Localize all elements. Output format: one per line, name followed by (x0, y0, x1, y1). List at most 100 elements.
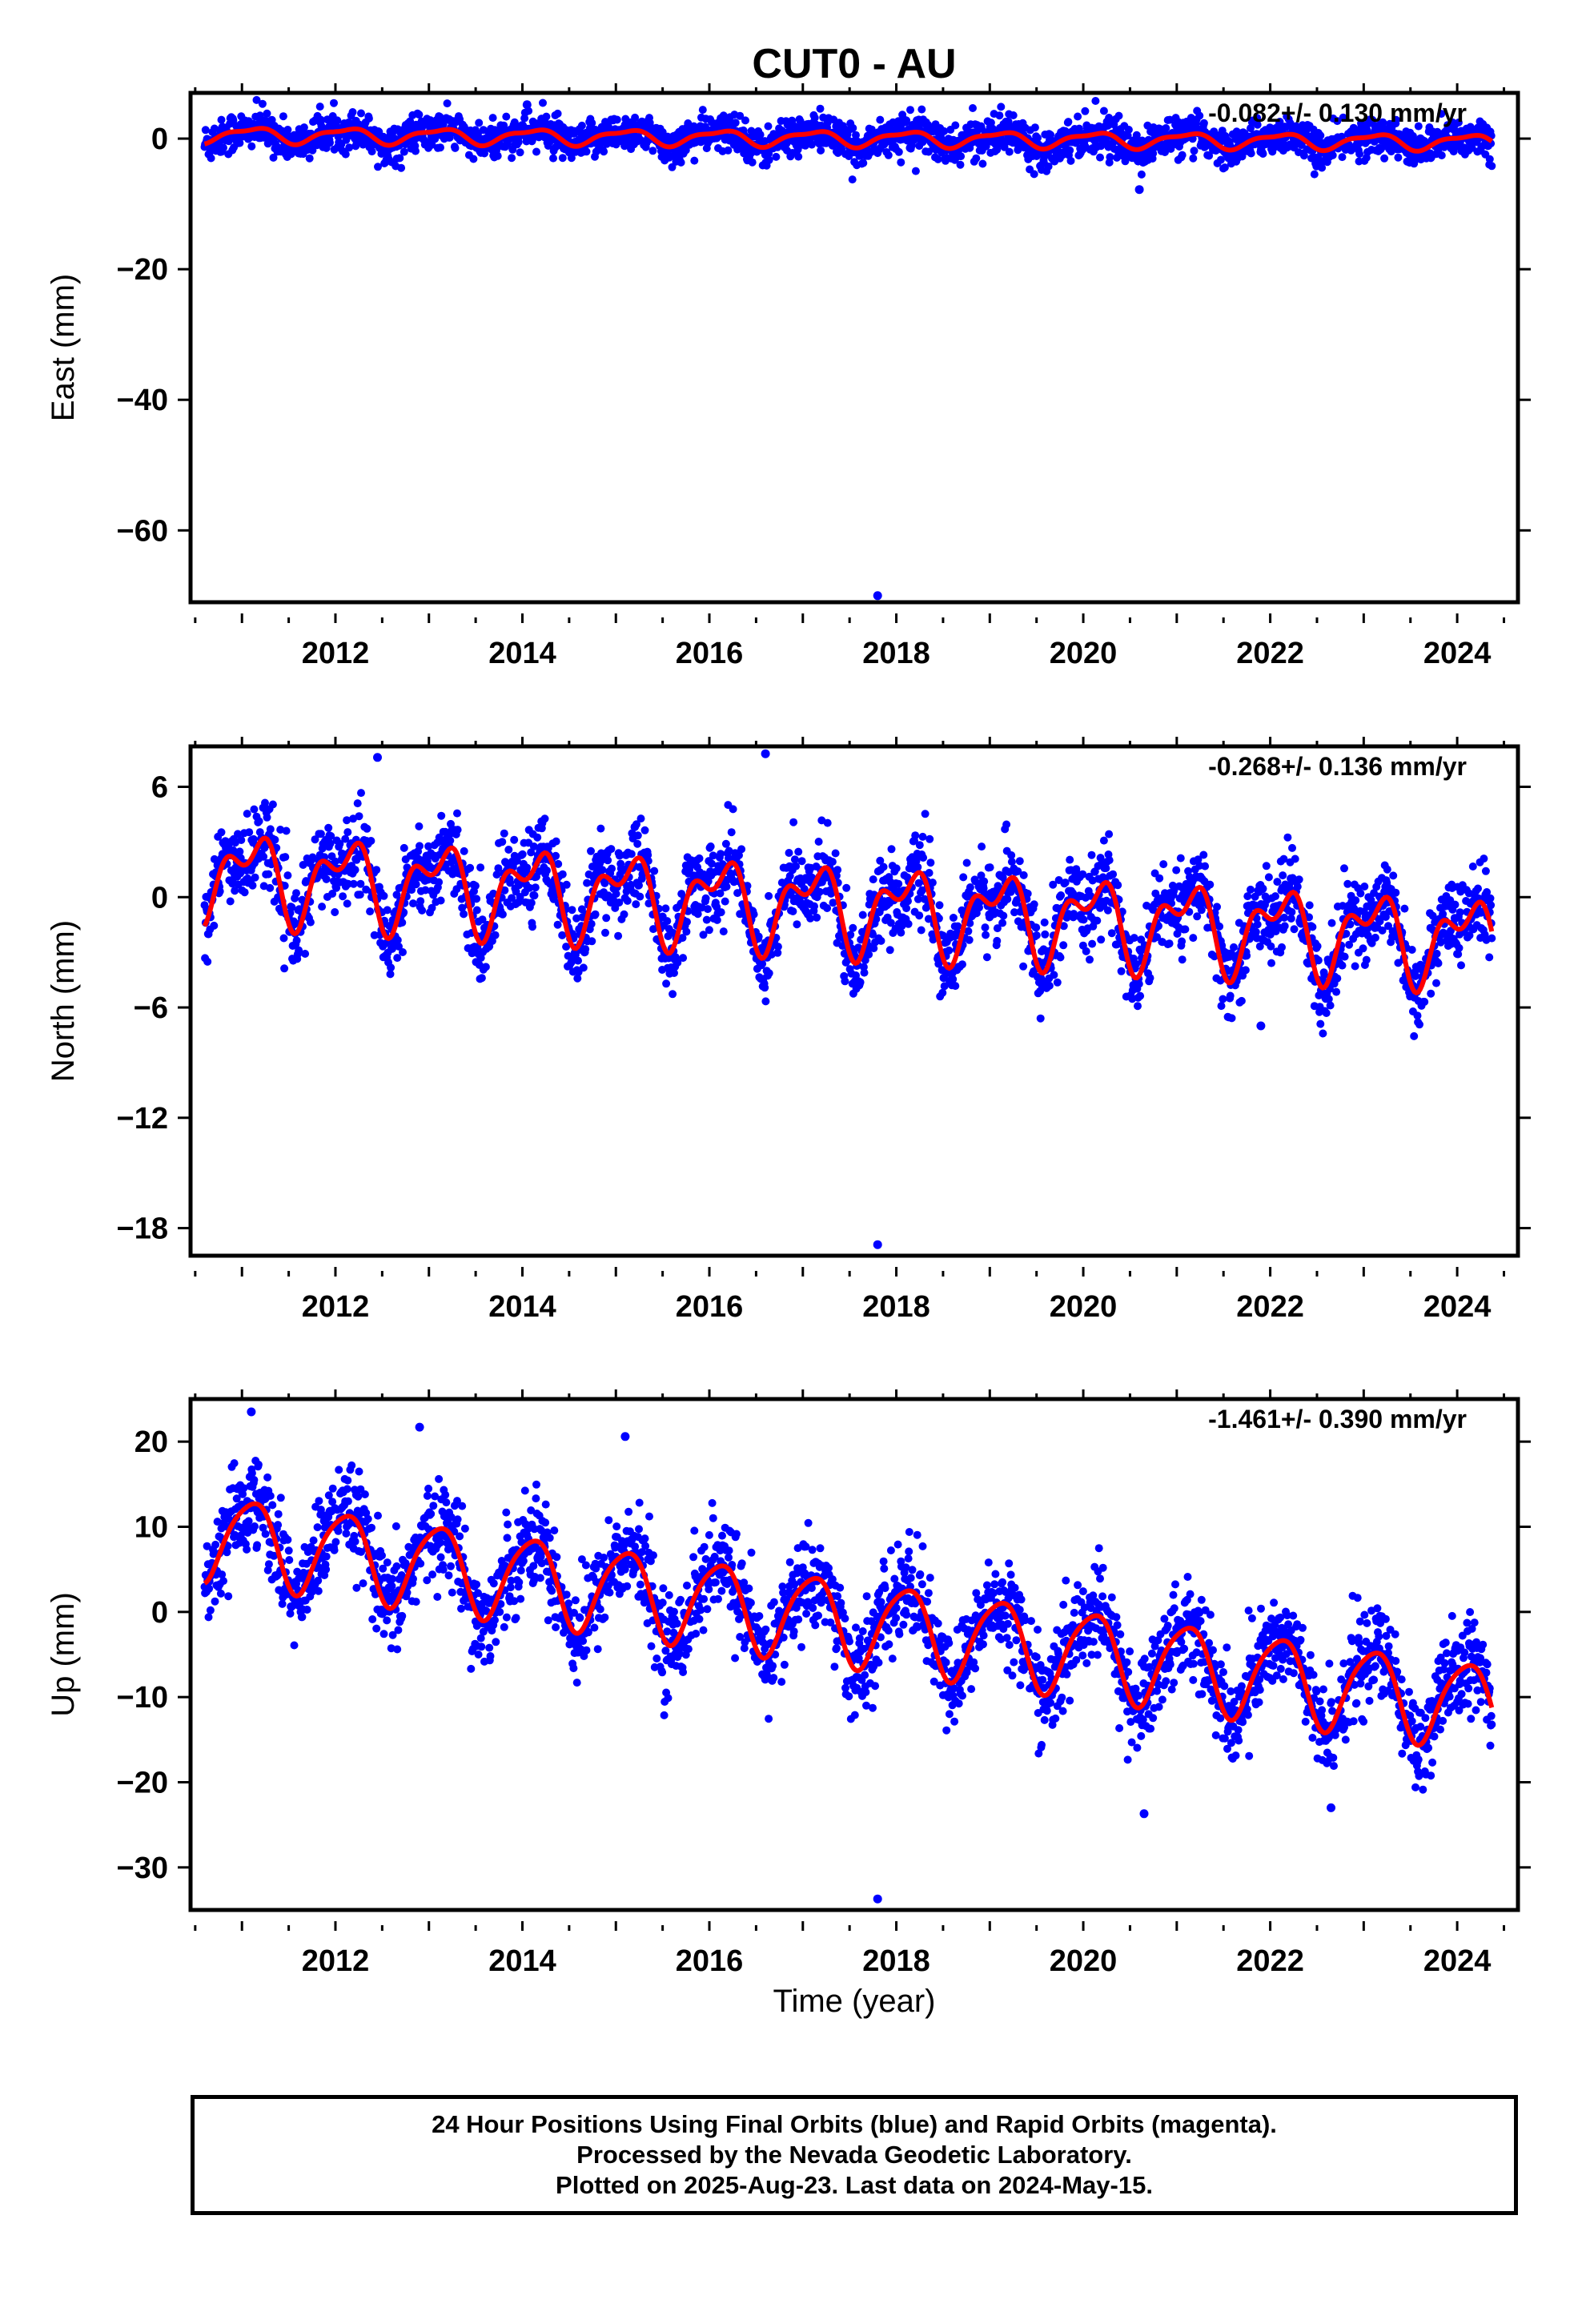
data-point (792, 862, 801, 870)
data-point (693, 910, 702, 919)
data-point (894, 879, 903, 888)
data-point (921, 895, 929, 903)
data-point (248, 881, 257, 890)
data-point (1059, 922, 1068, 931)
data-point (1178, 937, 1186, 946)
data-point (975, 903, 983, 912)
data-point (737, 845, 746, 854)
data-point (295, 946, 303, 955)
data-point (627, 880, 636, 889)
data-point (421, 886, 430, 895)
data-point (717, 908, 725, 917)
data-point (349, 879, 358, 888)
data-point (902, 904, 911, 913)
data-point (353, 799, 362, 808)
data-point (1255, 942, 1264, 951)
data-point (872, 915, 881, 923)
data-point (993, 145, 1002, 154)
data-point (553, 920, 562, 929)
data-point (860, 968, 869, 977)
data-point (1089, 922, 1098, 931)
data-point (215, 887, 224, 895)
data-point (1318, 163, 1327, 172)
data-point (558, 870, 567, 879)
rate-label-east: -0.082+/- 0.130 mm/yr (1208, 99, 1467, 127)
data-point (1217, 1002, 1226, 1011)
data-point (1040, 918, 1049, 927)
data-point (1437, 151, 1446, 159)
data-point (969, 104, 977, 112)
data-point (765, 891, 773, 900)
data-point (892, 864, 901, 873)
data-point (717, 850, 725, 858)
data-point (615, 899, 624, 907)
data-point (328, 890, 337, 898)
data-point (1014, 867, 1022, 875)
data-point (785, 871, 794, 880)
data-point (838, 942, 847, 950)
data-point (600, 147, 608, 156)
data-point (1170, 887, 1178, 895)
data-point (1310, 170, 1319, 179)
data-point (1159, 860, 1168, 869)
data-point (650, 866, 659, 875)
data-point (856, 978, 865, 987)
data-point (531, 883, 540, 892)
data-point (727, 828, 736, 837)
data-point (210, 921, 219, 930)
data-point (1291, 854, 1299, 863)
data-point (282, 826, 291, 835)
data-point (993, 936, 1002, 945)
data-point (1206, 880, 1215, 889)
data-point (1259, 884, 1267, 893)
x-tick-label: 2016 (676, 637, 744, 670)
data-point (1088, 939, 1097, 948)
data-point (1093, 916, 1102, 925)
data-point (721, 897, 729, 906)
data-point (1266, 123, 1275, 132)
data-point (1099, 107, 1108, 115)
data-point (543, 866, 551, 875)
data-point (1091, 97, 1100, 105)
data-point (1005, 147, 1014, 156)
data-point (1280, 922, 1289, 931)
data-point (226, 897, 235, 906)
data-point (278, 127, 286, 135)
data-point (949, 975, 958, 983)
data-point (661, 904, 670, 913)
data-point (1226, 991, 1235, 1000)
data-point (251, 873, 259, 882)
data-point (1015, 857, 1024, 866)
data-point (981, 923, 990, 932)
data-point (1210, 127, 1219, 136)
data-point (982, 931, 990, 939)
data-point (940, 982, 949, 991)
data-point (568, 906, 576, 915)
data-point (549, 154, 557, 163)
data-point (632, 820, 640, 829)
data-point (756, 131, 765, 139)
data-point (897, 928, 905, 937)
data-point (1197, 906, 1206, 915)
data-point (1287, 915, 1295, 923)
data-point (1130, 934, 1138, 943)
data-point (1314, 956, 1323, 965)
data-point (706, 842, 715, 850)
data-point (453, 826, 462, 834)
data-point (1340, 952, 1349, 961)
data-point (207, 154, 215, 163)
data-point (343, 899, 351, 908)
data-point (982, 953, 991, 962)
data-point (1201, 862, 1210, 870)
data-point (1215, 922, 1224, 931)
data-point (608, 864, 616, 873)
data-point (315, 103, 324, 111)
data-point (306, 918, 315, 927)
data-point (829, 899, 837, 907)
data-point (894, 147, 903, 156)
data-point (596, 824, 605, 833)
data-point (331, 857, 339, 866)
data-point (400, 147, 408, 156)
data-point (1320, 971, 1329, 979)
data-point (1059, 941, 1068, 950)
